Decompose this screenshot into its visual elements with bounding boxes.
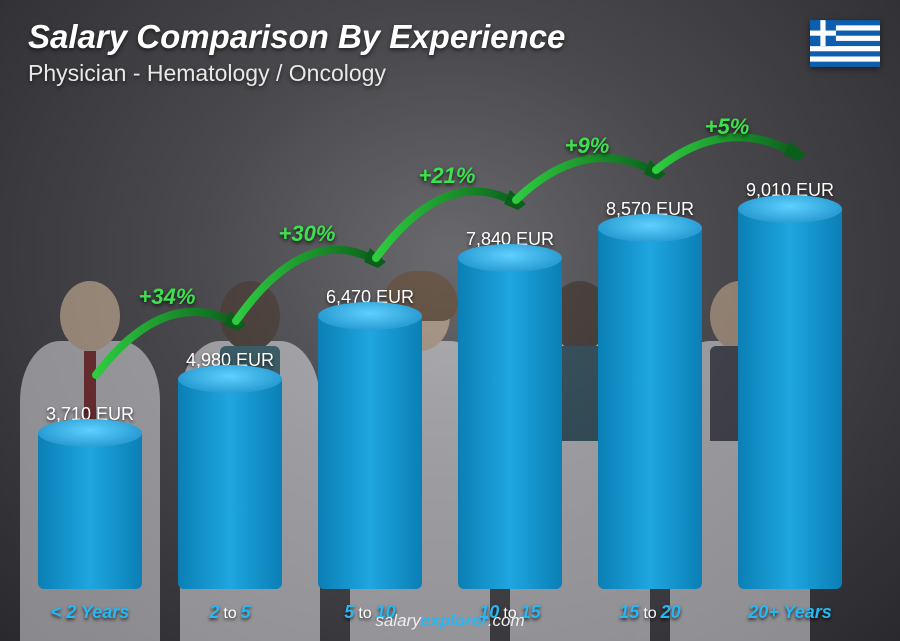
- bar: [458, 258, 562, 589]
- bar: [738, 209, 842, 589]
- bar: [178, 379, 282, 589]
- page-title: Salary Comparison By Experience: [28, 18, 565, 56]
- country-flag-icon: [810, 20, 880, 67]
- bar-column: 4,980 EUR2to5: [160, 100, 300, 589]
- bar-column: 7,840 EUR10to15: [440, 100, 580, 589]
- title-block: Salary Comparison By Experience Physicia…: [28, 18, 565, 87]
- bar-column: 6,470 EUR5to10: [300, 100, 440, 589]
- bar: [38, 433, 142, 589]
- bar-column: 3,710 EUR< 2 Years: [20, 100, 160, 589]
- footer-attribution: salaryexplorer.com: [0, 611, 900, 631]
- footer-suffix: .com: [488, 611, 525, 630]
- footer-brand: explorer: [421, 611, 488, 630]
- chart-area: +34%+30%+21%+9%+5% 3,710 EUR< 2 Years4,9…: [20, 100, 860, 589]
- bars-row: 3,710 EUR< 2 Years4,980 EUR2to56,470 EUR…: [20, 100, 860, 589]
- bar: [598, 228, 702, 589]
- page-subtitle: Physician - Hematology / Oncology: [28, 60, 565, 87]
- bar-column: 8,570 EUR15to20: [580, 100, 720, 589]
- bar-column: 9,010 EUR20+ Years: [720, 100, 860, 589]
- footer-prefix: salary: [375, 611, 420, 630]
- bar: [318, 316, 422, 589]
